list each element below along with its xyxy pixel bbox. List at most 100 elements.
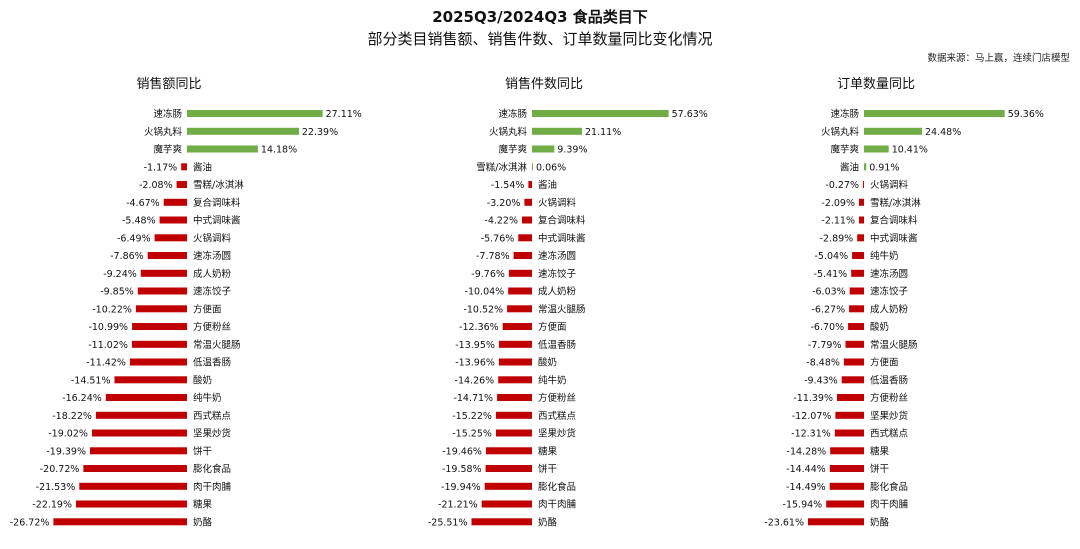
bar [187,145,258,153]
data-label: -14.28% [787,446,827,457]
bar [481,500,532,508]
data-label: -6.27% [811,304,845,315]
data-label: -4.22% [484,216,518,227]
category-label: 糖果 [870,445,890,457]
data-label: -9.76% [471,269,505,280]
bar [187,127,299,135]
data-label: 10.41% [892,145,928,156]
category-label: 速冻肠 [153,108,182,120]
category-label: 西式糕点 [538,410,577,422]
category-label: 速冻汤圆 [193,250,231,262]
category-label: 速冻饺子 [870,286,909,298]
category-label: 常温火腿肠 [193,339,241,351]
category-label: 雪糕/冰淇淋 [476,161,527,173]
data-label: -6.03% [812,287,846,298]
bar [502,323,532,330]
category-label: 火锅丸料 [821,126,860,138]
category-label: 酱油 [538,179,557,191]
bar [524,198,532,206]
bar [159,216,187,224]
bar [53,518,188,526]
data-label: -14.71% [453,393,493,404]
category-label: 低温香肠 [538,339,576,351]
data-label: -2.08% [139,180,173,191]
data-label: -10.52% [463,304,503,315]
data-label: -2.09% [821,198,855,209]
data-label: 0.06% [536,162,566,173]
data-label: -14.51% [71,375,111,386]
bar [91,429,187,437]
data-label: -21.53% [36,482,76,493]
category-label: 坚果炒货 [538,428,576,440]
bar [495,411,532,419]
data-label: 57.63% [672,109,708,120]
bar [841,376,864,384]
bar [484,482,532,490]
category-label: 西式糕点 [870,428,909,440]
data-label: -4.67% [126,198,160,209]
bar [863,181,864,188]
category-label: 坚果炒货 [193,428,231,440]
bar [864,110,1005,117]
data-label: -14.44% [786,464,826,475]
bar [498,358,532,366]
data-label: -15.94% [783,500,823,511]
bar [508,269,532,277]
data-label: 22.39% [302,127,338,138]
data-label: -19.39% [46,446,86,457]
bar [857,234,864,242]
bar [859,198,864,206]
data-label: 59.36% [1008,109,1044,120]
category-label: 肉干肉脯 [538,499,577,511]
category-label: 中式调味酱 [193,215,241,227]
data-label: -18.22% [52,411,92,422]
category-label: 复合调味料 [193,197,241,209]
bar [532,163,533,171]
bar [76,500,187,508]
bar [498,340,532,348]
data-label: -15.22% [452,411,492,422]
category-label: 糖果 [193,499,213,511]
data-label: -12.36% [459,322,499,333]
bar [114,376,187,384]
category-label: 速冻饺子 [538,268,577,280]
data-label: 27.11% [326,109,362,120]
data-label: -1.54% [491,180,525,191]
data-label: -16.24% [62,393,102,404]
bar [829,465,864,472]
bar [522,216,532,224]
data-label: -10.99% [88,322,128,333]
category-label: 奶酪 [538,516,558,528]
bar [507,305,532,313]
data-label: -20.72% [40,464,80,475]
category-label: 火锅调料 [870,179,909,191]
chart-title: 销售件数同比 [505,76,583,92]
data-label: -7.79% [808,340,842,351]
data-label: -2.89% [820,233,854,244]
chart-title: 销售额同比 [136,76,201,92]
category-label: 魔芋爽 [830,144,859,156]
category-label: 膨化食品 [870,481,908,493]
category-label: 糖果 [538,445,558,457]
data-label: -10.04% [465,287,505,298]
category-label: 速冻肠 [498,108,527,120]
data-label: -7.86% [110,251,144,262]
data-label: -19.46% [442,446,482,457]
category-label: 成人奶粉 [870,303,909,315]
data-label: -7.78% [476,251,510,262]
category-label: 坚果炒货 [870,410,908,422]
category-label: 速冻肠 [830,108,859,120]
bar [83,465,187,472]
data-label: 14.18% [261,145,297,156]
category-label: 成人奶粉 [193,268,232,280]
bar [508,287,532,295]
category-label: 纯牛奶 [870,250,899,262]
bar [135,305,187,313]
data-label: -5.76% [481,233,515,244]
category-label: 酱油 [193,161,212,173]
data-label: -21.21% [438,500,478,511]
data-label: -15.25% [452,429,492,440]
bar [154,234,188,242]
data-label: -13.95% [455,340,495,351]
